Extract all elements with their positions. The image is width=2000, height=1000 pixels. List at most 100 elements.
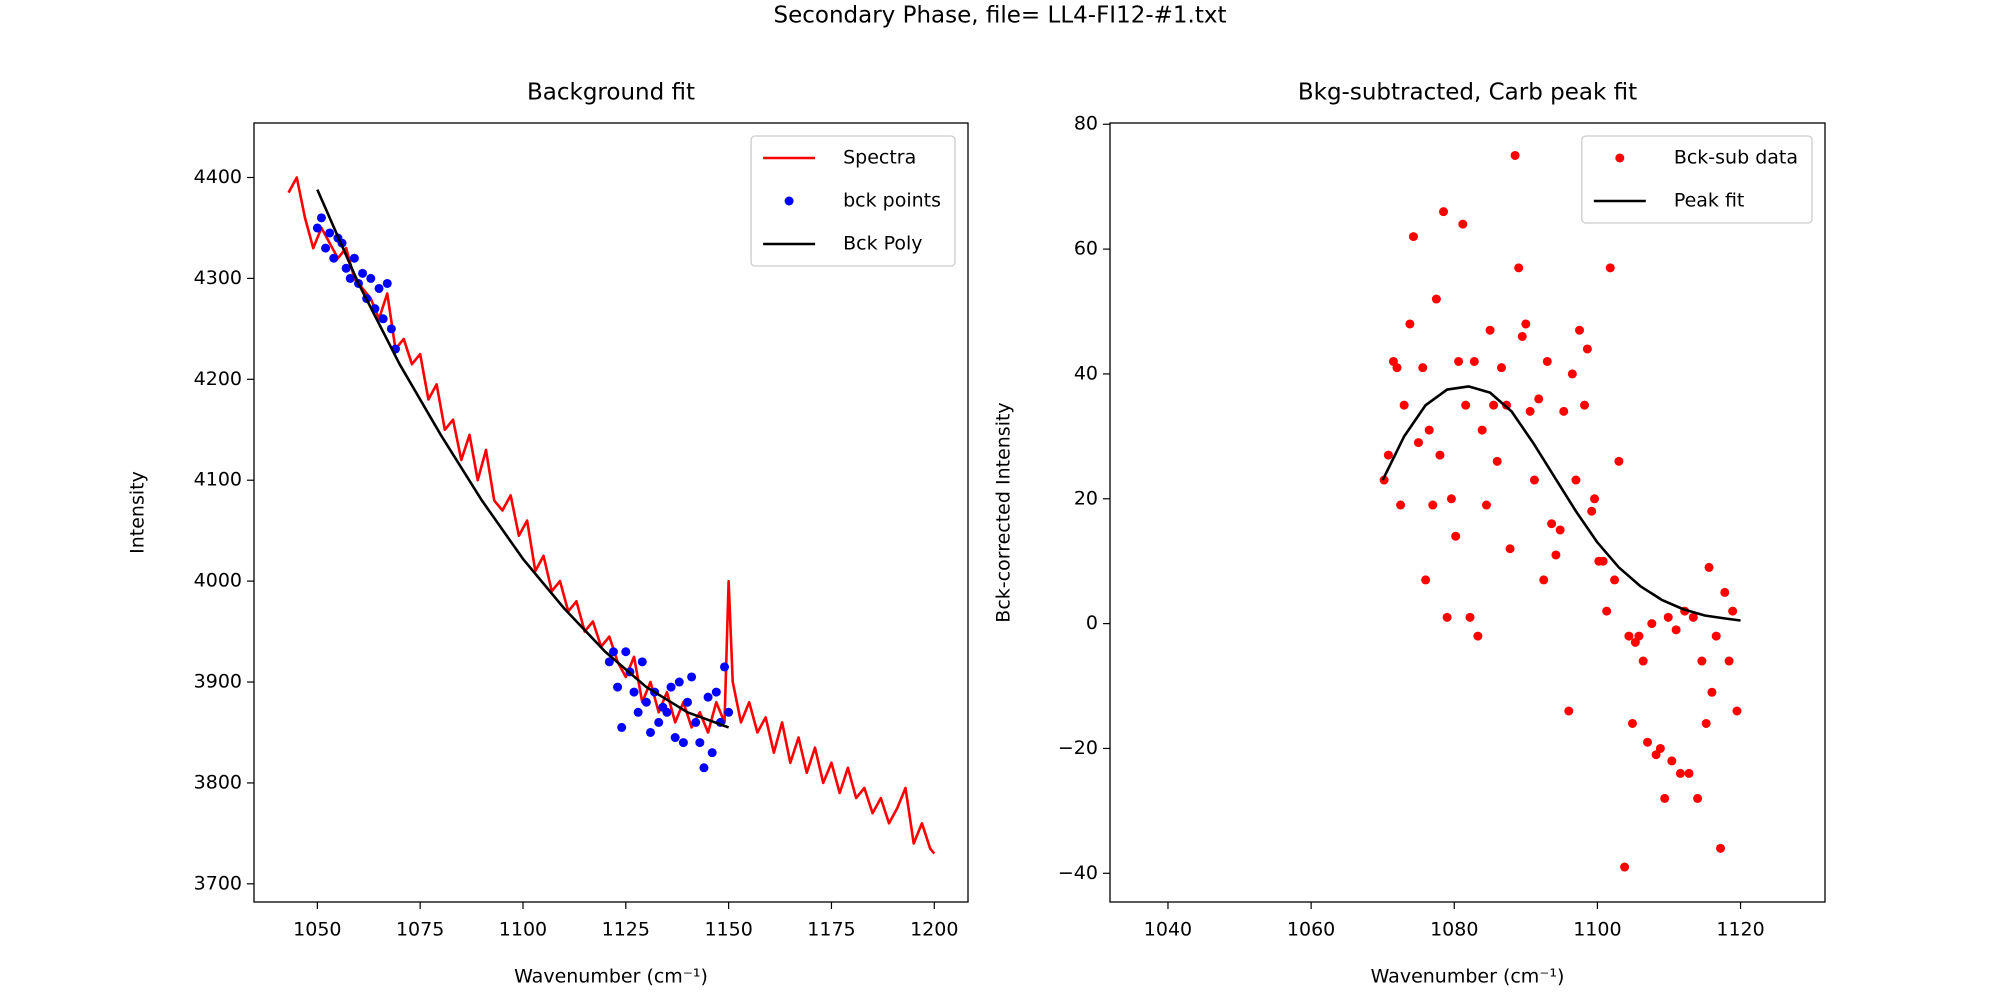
data-point — [1647, 619, 1657, 629]
data-point — [1614, 456, 1624, 466]
y-tick-label: 80 — [1074, 113, 1098, 135]
data-point — [1492, 456, 1502, 466]
x-tick-label: 1150 — [704, 919, 752, 941]
data-point — [1564, 706, 1574, 716]
series-line — [316, 189, 730, 729]
data-point — [1439, 207, 1449, 217]
x-tick-label: 1040 — [1144, 919, 1192, 941]
data-point — [345, 273, 355, 283]
y-tick-label: 3900 — [194, 671, 242, 693]
y-tick-label: −40 — [1058, 862, 1098, 884]
data-point — [1667, 756, 1677, 766]
data-point — [666, 682, 676, 692]
data-point — [1587, 506, 1597, 516]
data-point — [1720, 587, 1730, 597]
data-point — [341, 263, 351, 273]
y-tick-label: 4000 — [194, 570, 242, 592]
x-tick-label: 1200 — [910, 919, 958, 941]
data-point — [1567, 369, 1577, 379]
data-point — [1413, 438, 1423, 448]
data-point — [1559, 406, 1569, 416]
data-point — [707, 748, 717, 758]
x-tick-label: 1080 — [1430, 919, 1478, 941]
data-point — [325, 228, 335, 238]
y-axis-label: Bck-corrected Intensity — [993, 402, 1015, 622]
y-tick-label: 60 — [1074, 238, 1098, 260]
y-tick-label: 4100 — [194, 469, 242, 491]
data-point — [1693, 793, 1703, 803]
data-point — [724, 707, 734, 717]
y-tick-label: 4200 — [194, 368, 242, 390]
legend-marker — [1615, 153, 1625, 163]
data-point — [1418, 363, 1428, 373]
data-point — [1473, 631, 1483, 641]
data-point — [1431, 294, 1441, 304]
data-point — [349, 253, 359, 263]
legend-label: bck points — [843, 190, 941, 212]
data-point — [312, 223, 322, 233]
data-point — [382, 278, 392, 288]
data-point — [608, 647, 618, 657]
data-point — [1469, 356, 1479, 366]
data-point — [1732, 706, 1742, 716]
data-point — [1399, 400, 1409, 410]
data-point — [654, 717, 664, 727]
data-point — [629, 687, 639, 697]
data-point — [1396, 500, 1406, 510]
data-point — [1598, 556, 1608, 566]
y-tick-label: 20 — [1074, 487, 1098, 509]
data-point — [1610, 575, 1620, 585]
legend-label: Peak fit — [1674, 190, 1745, 212]
data-point — [1383, 450, 1393, 460]
y-tick-label: −20 — [1058, 737, 1098, 759]
data-point — [1451, 531, 1461, 541]
data-point — [1580, 400, 1590, 410]
data-point — [1620, 862, 1630, 872]
data-point — [1521, 319, 1531, 329]
x-tick-label: 1175 — [807, 919, 855, 941]
data-point — [1605, 263, 1615, 273]
y-tick-label: 4400 — [194, 166, 242, 188]
data-point — [699, 763, 709, 773]
data-point — [1534, 394, 1544, 404]
data-point — [1716, 843, 1726, 853]
data-point — [1724, 656, 1734, 666]
data-point — [1684, 768, 1694, 778]
data-point — [1638, 656, 1648, 666]
data-point — [711, 687, 721, 697]
x-axis-label: Wavenumber (cm⁻¹) — [1371, 966, 1565, 988]
data-point — [662, 707, 672, 717]
data-point — [1525, 406, 1535, 416]
data-point — [1505, 544, 1515, 554]
y-tick-label: 0 — [1086, 612, 1098, 634]
data-point — [1571, 475, 1581, 485]
data-point — [1660, 793, 1670, 803]
legend-item: bck points — [784, 190, 941, 212]
data-point — [1421, 575, 1431, 585]
data-point — [720, 662, 730, 672]
data-point — [1424, 425, 1434, 435]
y-tick-label: 3800 — [194, 771, 242, 793]
data-point — [1539, 575, 1549, 585]
x-tick-label: 1075 — [396, 919, 444, 941]
data-point — [316, 213, 326, 223]
data-point — [703, 692, 713, 702]
data-point — [1392, 363, 1402, 373]
data-point — [1575, 325, 1585, 335]
data-point — [386, 324, 396, 334]
data-point — [641, 697, 651, 707]
data-point — [1542, 356, 1552, 366]
series-line — [1381, 385, 1741, 622]
data-point — [1555, 525, 1565, 535]
data-point — [1671, 625, 1681, 635]
data-point — [1461, 400, 1471, 410]
data-point — [1458, 219, 1468, 229]
y-tick-label: 4300 — [194, 267, 242, 289]
data-point — [1655, 743, 1665, 753]
data-point — [1634, 631, 1644, 641]
data-point — [1446, 494, 1456, 504]
data-point — [633, 707, 643, 717]
data-point — [1517, 331, 1527, 341]
data-point — [1663, 612, 1673, 622]
data-point — [1643, 737, 1653, 747]
